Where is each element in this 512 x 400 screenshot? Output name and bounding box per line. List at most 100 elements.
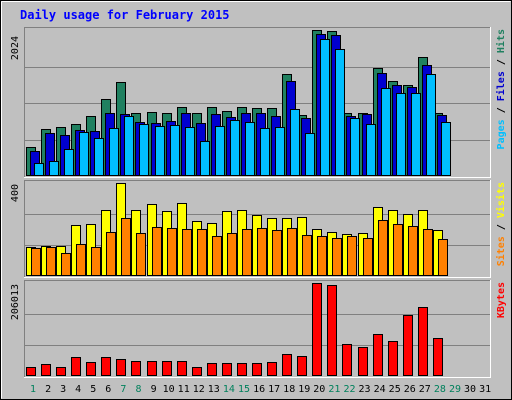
bar-sites-day-20 [317, 236, 327, 276]
bar-kbytes-day-4 [71, 357, 81, 376]
bar-pages-day-24 [381, 88, 391, 176]
chart-title: Daily usage for February 2015 [20, 8, 230, 22]
bar-kbytes-day-15 [237, 363, 247, 376]
bar-pages-day-20 [320, 39, 330, 176]
x-tick-label: 29 [449, 384, 461, 395]
bar-kbytes-day-11 [177, 361, 187, 376]
x-tick-label: 28 [434, 384, 446, 395]
bar-kbytes-day-18 [282, 354, 292, 376]
bar-kbytes-day-13 [207, 363, 217, 376]
x-tick-label: 9 [151, 384, 157, 395]
x-tick-label: 31 [479, 384, 491, 395]
bar-kbytes-day-22 [342, 344, 352, 376]
bar-sites-day-17 [272, 230, 282, 276]
bar-kbytes-day-17 [267, 362, 277, 376]
x-tick-label: 6 [105, 384, 111, 395]
bar-kbytes-day-2 [41, 364, 51, 376]
x-tick-label: 23 [358, 384, 370, 395]
bar-pages-day-26 [411, 93, 421, 176]
bar-pages-day-10 [170, 125, 180, 176]
bar-sites-day-24 [378, 220, 388, 276]
bar-sites-day-4 [76, 244, 86, 276]
legend-segment: Files [495, 71, 507, 101]
bar-kbytes-day-3 [56, 367, 66, 376]
legend-segment: / [496, 218, 507, 236]
x-tick-label: 30 [464, 384, 476, 395]
bar-sites-day-16 [257, 228, 267, 276]
bar-pages-day-12 [200, 141, 210, 176]
bar-sites-day-8 [136, 233, 146, 276]
panel-bot: 206013 KBytes [10, 280, 507, 378]
bar-pages-day-18 [290, 109, 300, 176]
panel-legend-bot: KBytes [496, 282, 507, 318]
bar-kbytes-day-27 [418, 307, 428, 376]
x-tick-label: 18 [283, 384, 295, 395]
bar-kbytes-day-5 [86, 362, 96, 376]
bar-sites-day-19 [302, 235, 312, 276]
bar-sites-day-13 [212, 236, 222, 276]
bar-pages-day-21 [335, 49, 345, 176]
x-tick-label: 25 [389, 384, 401, 395]
bar-kbytes-day-16 [252, 363, 262, 376]
bar-kbytes-day-7 [116, 359, 126, 376]
bar-sites-day-11 [182, 229, 192, 276]
bar-pages-day-3 [64, 149, 74, 176]
x-tick-label: 3 [60, 384, 66, 395]
bar-pages-day-1 [34, 163, 44, 176]
bar-sites-day-18 [287, 228, 297, 276]
bar-sites-day-22 [347, 236, 357, 276]
bar-sites-day-7 [121, 218, 131, 276]
bar-sites-day-23 [363, 238, 373, 276]
bar-sites-day-25 [393, 224, 403, 276]
bar-pages-day-28 [441, 122, 451, 176]
x-tick-label: 20 [313, 384, 325, 395]
bar-sites-day-5 [91, 247, 101, 276]
x-tick-label: 27 [419, 384, 431, 395]
bar-pages-day-7 [124, 116, 134, 176]
x-tick-label: 14 [223, 384, 235, 395]
bar-kbytes-day-14 [222, 363, 232, 376]
bar-pages-day-11 [185, 127, 195, 176]
bar-sites-day-9 [152, 227, 162, 276]
bar-kbytes-day-26 [403, 315, 413, 376]
bar-pages-day-22 [350, 118, 360, 176]
bar-pages-day-9 [155, 126, 165, 176]
bar-pages-day-8 [139, 124, 149, 176]
legend-segment: Pages [496, 119, 507, 149]
panel-legend-mid: Sites / Visits [495, 182, 507, 266]
x-tick-label: 16 [253, 384, 265, 395]
y-max-label: 2024 [10, 36, 21, 60]
bar-pages-day-5 [94, 138, 104, 176]
bar-pages-day-6 [109, 128, 119, 176]
legend-segment: KBytes [496, 282, 507, 318]
x-tick-label: 15 [238, 384, 250, 395]
x-tick-label: 19 [298, 384, 310, 395]
legend-segment: Visits [495, 182, 507, 218]
x-tick-label: 11 [178, 384, 190, 395]
panel-mid: 400 Sites / Visits [10, 180, 507, 278]
bar-kbytes-day-1 [26, 367, 36, 376]
legend-segment: / [496, 101, 507, 119]
bar-sites-day-2 [46, 247, 56, 276]
bar-kbytes-day-8 [131, 361, 141, 376]
x-tick-label: 24 [374, 384, 386, 395]
bar-pages-day-19 [305, 133, 315, 176]
bar-sites-day-28 [438, 239, 448, 276]
x-tick-label: 17 [268, 384, 280, 395]
x-tick-label: 26 [404, 384, 416, 395]
bar-pages-day-23 [366, 124, 376, 176]
bar-kbytes-day-12 [192, 367, 202, 376]
bar-sites-day-12 [197, 229, 207, 276]
x-tick-label: 21 [328, 384, 340, 395]
chart-panels: 2024 Pages / Files / Hits 400 Sites / Visit… [10, 27, 507, 378]
x-axis-day-labels: 1 2 3 4 5 6 7 8 9 10 11 12 13 14 15 16 17 18 19 20 21 22 23 24 2… [30, 384, 491, 395]
bar-sites-day-14 [227, 233, 237, 276]
bar-kbytes-day-10 [162, 361, 172, 376]
bar-kbytes-day-28 [433, 338, 443, 376]
x-tick-label: 22 [343, 384, 355, 395]
bar-sites-day-27 [423, 229, 433, 276]
y-max-label: 400 [10, 184, 21, 202]
x-tick-label: 1 [30, 384, 36, 395]
bar-pages-day-15 [245, 122, 255, 176]
